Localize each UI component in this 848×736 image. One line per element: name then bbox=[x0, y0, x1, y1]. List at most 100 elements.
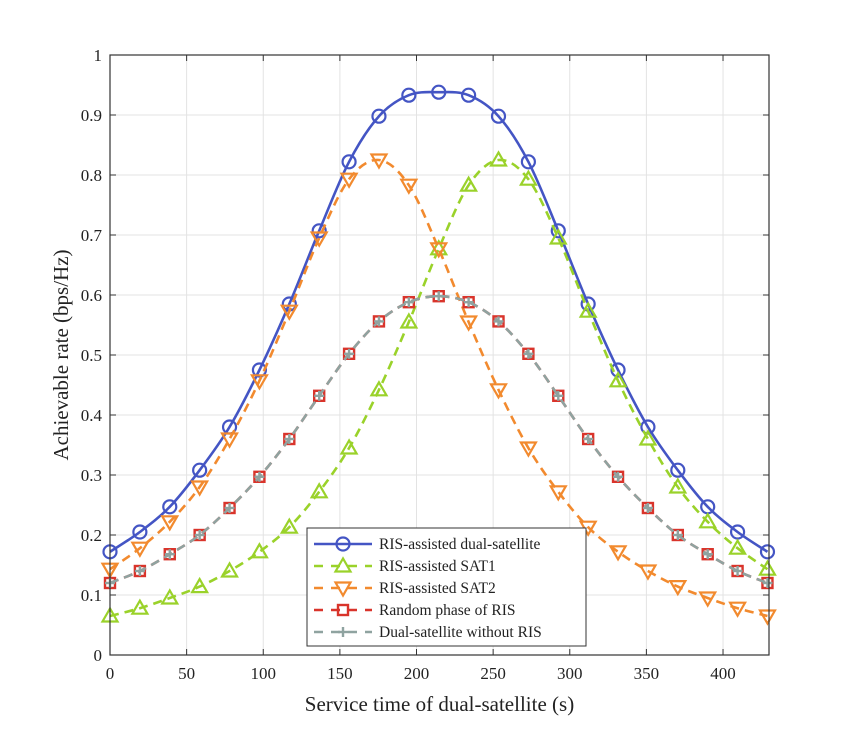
data-point bbox=[638, 429, 658, 446]
series-dual-satellite-without-ris bbox=[105, 291, 773, 588]
data-point bbox=[638, 564, 658, 581]
x-tick-label: 350 bbox=[634, 664, 660, 683]
x-axis-title: Service time of dual-satellite (s) bbox=[305, 692, 574, 716]
series-layer bbox=[100, 84, 777, 626]
data-point bbox=[309, 231, 329, 248]
data-point bbox=[190, 576, 210, 594]
x-tick-label: 100 bbox=[251, 664, 277, 683]
data-point bbox=[309, 482, 329, 499]
legend-marker bbox=[335, 536, 351, 552]
x-tick-label: 150 bbox=[327, 664, 353, 683]
data-point bbox=[613, 471, 624, 482]
data-point bbox=[192, 462, 208, 478]
grid bbox=[109, 54, 769, 656]
y-tick-label: 0.5 bbox=[81, 346, 102, 365]
data-point bbox=[461, 87, 477, 103]
data-point bbox=[732, 566, 743, 576]
data-point bbox=[553, 390, 564, 401]
legend-label: RIS-assisted SAT2 bbox=[379, 580, 496, 597]
data-point bbox=[429, 242, 449, 259]
data-point bbox=[369, 153, 389, 170]
legend-item: RIS-assisted SAT1 bbox=[314, 556, 496, 575]
data-point bbox=[759, 544, 776, 560]
y-axis-title: Achievable rate (bps/Hz) bbox=[49, 249, 73, 460]
data-point bbox=[134, 566, 145, 576]
data-point bbox=[341, 154, 357, 170]
data-point bbox=[369, 380, 389, 397]
data-point bbox=[279, 517, 299, 534]
data-point bbox=[490, 108, 507, 124]
data-point bbox=[250, 374, 269, 391]
data-point bbox=[251, 362, 268, 378]
data-point bbox=[284, 434, 295, 444]
data-point bbox=[220, 432, 239, 449]
series-ris-assisted-sat1 bbox=[100, 150, 777, 623]
legend-marker bbox=[333, 581, 353, 598]
y-tick-label: 1 bbox=[94, 46, 103, 65]
data-point bbox=[762, 578, 773, 588]
data-point bbox=[224, 503, 235, 513]
data-point bbox=[610, 362, 626, 378]
data-point bbox=[702, 549, 713, 560]
legend: RIS-assisted dual-satellite RIS-assisted … bbox=[306, 527, 587, 647]
data-point bbox=[339, 438, 359, 455]
x-tick-label: 250 bbox=[480, 664, 506, 683]
data-point bbox=[344, 348, 355, 359]
legend-label: Random phase of RIS bbox=[379, 602, 515, 619]
data-point bbox=[403, 297, 414, 308]
x-tick-label: 400 bbox=[710, 664, 736, 683]
x-tick-label: 0 bbox=[106, 664, 115, 683]
data-point bbox=[548, 485, 568, 502]
data-point bbox=[220, 561, 239, 578]
y-tick-label: 0.7 bbox=[81, 226, 103, 245]
data-point bbox=[520, 154, 536, 170]
data-point bbox=[399, 178, 419, 195]
data-point bbox=[160, 588, 180, 605]
data-point bbox=[279, 304, 299, 321]
data-point bbox=[339, 172, 359, 189]
data-point bbox=[371, 108, 387, 124]
data-point bbox=[698, 591, 718, 608]
series-line bbox=[109, 294, 768, 585]
data-point bbox=[250, 542, 269, 559]
axis-ticks: 0 50 100 150 200 250 300 350 400 0 0.1 0.2 0.3 0.4 0.5… bbox=[81, 46, 769, 683]
data-point bbox=[608, 545, 628, 562]
data-point bbox=[758, 609, 777, 626]
data-point bbox=[489, 150, 508, 167]
y-tick-label: 0.2 bbox=[81, 526, 102, 545]
data-point bbox=[373, 316, 384, 327]
x-tick-label: 50 bbox=[178, 664, 195, 683]
data-point bbox=[433, 291, 444, 302]
y-tick-label: 0.6 bbox=[81, 286, 102, 305]
x-tick-label: 200 bbox=[404, 664, 430, 683]
data-point bbox=[130, 541, 150, 558]
data-point bbox=[583, 434, 594, 444]
data-point bbox=[463, 297, 474, 308]
data-point bbox=[314, 390, 325, 401]
data-point bbox=[431, 84, 447, 100]
data-point bbox=[728, 538, 747, 555]
data-point bbox=[668, 579, 688, 597]
data-point bbox=[311, 223, 327, 239]
series-ris-assisted-sat2 bbox=[100, 153, 777, 626]
data-point bbox=[518, 441, 538, 458]
data-point bbox=[728, 601, 747, 618]
data-point bbox=[160, 515, 180, 532]
data-point bbox=[459, 175, 479, 192]
data-point bbox=[668, 477, 688, 494]
legend-label: RIS-assisted SAT1 bbox=[379, 558, 496, 575]
legend-item: Random phase of RIS bbox=[314, 602, 515, 619]
data-point bbox=[758, 559, 777, 576]
data-point bbox=[254, 471, 265, 482]
legend-item: Dual-satellite without RIS bbox=[314, 624, 542, 641]
data-point bbox=[459, 315, 479, 332]
data-point bbox=[608, 371, 628, 388]
x-tick-label: 300 bbox=[557, 664, 583, 683]
y-tick-label: 0.9 bbox=[81, 106, 102, 125]
data-point bbox=[132, 524, 148, 540]
y-tick-label: 0.1 bbox=[81, 586, 102, 605]
data-point bbox=[399, 312, 419, 329]
data-point bbox=[548, 228, 568, 245]
legend-marker bbox=[338, 627, 348, 637]
